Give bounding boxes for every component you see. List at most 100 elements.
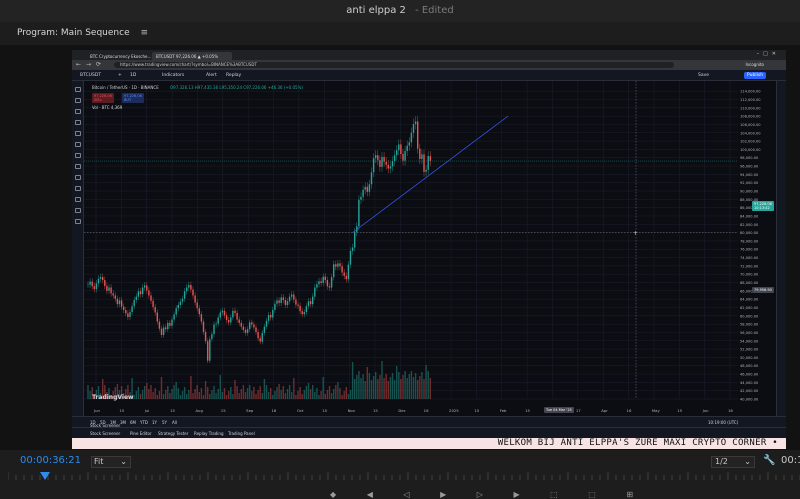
candle-body <box>213 324 215 335</box>
replay-button[interactable]: Replay <box>226 73 242 78</box>
range-all[interactable]: All <box>172 420 177 425</box>
publish-button[interactable]: Publish <box>744 72 767 79</box>
x-tick-label: Nov <box>348 408 356 413</box>
candle-body <box>234 310 236 313</box>
trash-icon[interactable] <box>74 219 81 224</box>
playhead-marker[interactable] <box>40 472 50 480</box>
sell-button[interactable]: 97,226.06 SELL <box>92 93 114 103</box>
price-chart[interactable]: 114,000.00 112,000.00 110,000.00 108,000.00… <box>84 81 776 416</box>
browser-tab-1[interactable]: BTC Cryptocurrency Ekosche... <box>90 54 152 59</box>
tab-pine-editor[interactable]: Pine Editor <box>130 431 152 436</box>
y-tick-label: 112,000.00 <box>740 98 761 102</box>
add-symbol-icon[interactable]: + <box>118 73 122 78</box>
hide-tool-icon[interactable] <box>74 208 81 213</box>
range-1d[interactable]: 1D <box>90 420 96 425</box>
volume-bar <box>186 394 188 399</box>
buy-button[interactable]: 97,226.06 BUY <box>122 93 144 103</box>
candle-body <box>286 301 289 305</box>
program-video-frame: BTC Cryptocurrency Ekosche... BTCUSDT 97… <box>72 50 786 438</box>
candle-body <box>316 284 318 288</box>
window-controls[interactable]: –□✕ <box>756 51 780 57</box>
volume-bar <box>171 389 173 399</box>
volume-bar <box>175 382 177 399</box>
panel-menu-icon[interactable]: ≡ <box>140 28 149 38</box>
range-5d[interactable]: 5D <box>100 420 106 425</box>
volume-bar <box>387 381 389 399</box>
app-title: anti elppa 2 <box>346 5 406 16</box>
reload-icon[interactable]: ⟳ <box>96 61 102 68</box>
last-price-label: 97,226.06 10:13:42 <box>752 201 774 211</box>
alert-button[interactable]: Alert <box>206 73 217 78</box>
tab-strategy-tester[interactable]: Strategy Tester <box>158 431 189 436</box>
text-tool-icon[interactable] <box>74 142 81 147</box>
volume-bar <box>379 375 381 399</box>
program-panel-header: Program: Main Sequence ≡ <box>0 24 800 42</box>
brush-tool-icon[interactable] <box>74 131 81 136</box>
y-tick-label: 62,000.00 <box>740 306 759 310</box>
volume-bar <box>169 393 171 399</box>
volume-bar <box>255 394 257 399</box>
back-icon[interactable]: ← <box>76 61 82 68</box>
url-input[interactable]: https://www.tradingview.com/chart/?symbo… <box>114 62 674 68</box>
lock-tool-icon[interactable] <box>74 197 81 202</box>
volume-bar <box>303 390 305 399</box>
volume-bar <box>93 394 95 399</box>
range-3m[interactable]: 3M <box>120 420 126 425</box>
y-tick-label: 86,000.00 <box>740 206 759 210</box>
candle-body <box>177 304 179 309</box>
browser-tab-2[interactable]: BTCUSDT 97,226.06 ▲ +0.05% <box>152 52 232 60</box>
volume-bar <box>375 372 377 399</box>
volume-bar <box>234 380 236 399</box>
tab-stock-screener[interactable]: Stock Screener <box>90 423 121 428</box>
timeline-ruler[interactable] <box>8 472 800 480</box>
candle-body <box>188 285 190 288</box>
range-5y[interactable]: 5Y <box>162 420 167 425</box>
crosshair-date-label: Tue 04 Mar '25 <box>544 407 574 413</box>
y-tick-label: 48,000.00 <box>740 364 759 368</box>
magnet-tool-icon[interactable] <box>74 186 81 191</box>
range-1m[interactable]: 1M <box>110 420 116 425</box>
trendline-tool-icon[interactable] <box>74 98 81 103</box>
range-6m[interactable]: 6M <box>130 420 136 425</box>
crosshair-tool-icon[interactable] <box>74 87 81 92</box>
symbol-search[interactable]: BTCUSDT <box>80 73 102 78</box>
y-tick-label: 98,000.00 <box>740 156 759 160</box>
volume-bar <box>183 387 186 399</box>
range-1y[interactable]: 1Y <box>152 420 157 425</box>
candle-body <box>406 145 408 152</box>
tab-trading-panel[interactable]: Trading Panel <box>228 431 255 436</box>
volume-bar <box>265 385 268 399</box>
incognito-label: Incognito <box>745 62 764 67</box>
candle-body <box>278 300 280 303</box>
fib-tool-icon[interactable] <box>74 109 81 114</box>
volume-bar <box>221 392 224 399</box>
tab-stock-screener-panel[interactable]: Stock Screener <box>90 431 121 436</box>
zoom-select[interactable]: Fit ⌄ <box>91 456 131 468</box>
candle-body <box>257 332 259 339</box>
chart-canvas[interactable]: 114,000.00 112,000.00 110,000.00 108,000.00… <box>84 81 776 416</box>
emoji-tool-icon[interactable] <box>74 153 81 158</box>
candle-body <box>412 124 415 133</box>
candle-body <box>102 277 104 281</box>
measure-tool-icon[interactable] <box>74 164 81 169</box>
transport-controls[interactable]: ◆ ◀ ◁ ▶ ▷ ▶ ⬚ ⬚ ⊞ <box>330 490 648 499</box>
y-tick-label: 66,000.00 <box>740 289 759 293</box>
wrench-icon[interactable]: 🔧 <box>763 455 776 466</box>
zoom-tool-icon[interactable] <box>74 175 81 180</box>
pattern-tool-icon[interactable] <box>74 120 81 125</box>
panel-title[interactable]: Program: Main Sequence <box>17 28 130 38</box>
trendline[interactable] <box>352 115 509 233</box>
playhead-timecode[interactable]: 00:00:36:21 <box>20 455 82 466</box>
candle-body <box>276 300 278 304</box>
range-ytd[interactable]: YTD <box>140 420 148 425</box>
resolution-select[interactable]: 1/2 ⌄ <box>711 456 755 468</box>
candle-body <box>200 314 203 322</box>
volume-bar <box>412 377 415 399</box>
tab-replay-trading[interactable]: Replay Trading <box>194 431 224 436</box>
save-button[interactable]: Save <box>698 73 710 78</box>
indicators-button[interactable]: Indicators <box>162 73 185 78</box>
forward-icon[interactable]: → <box>86 61 92 68</box>
interval-button[interactable]: 1D <box>130 73 137 78</box>
candle-body <box>198 308 200 315</box>
utc-clock[interactable]: 10:19:00 (UTC) <box>708 420 739 425</box>
